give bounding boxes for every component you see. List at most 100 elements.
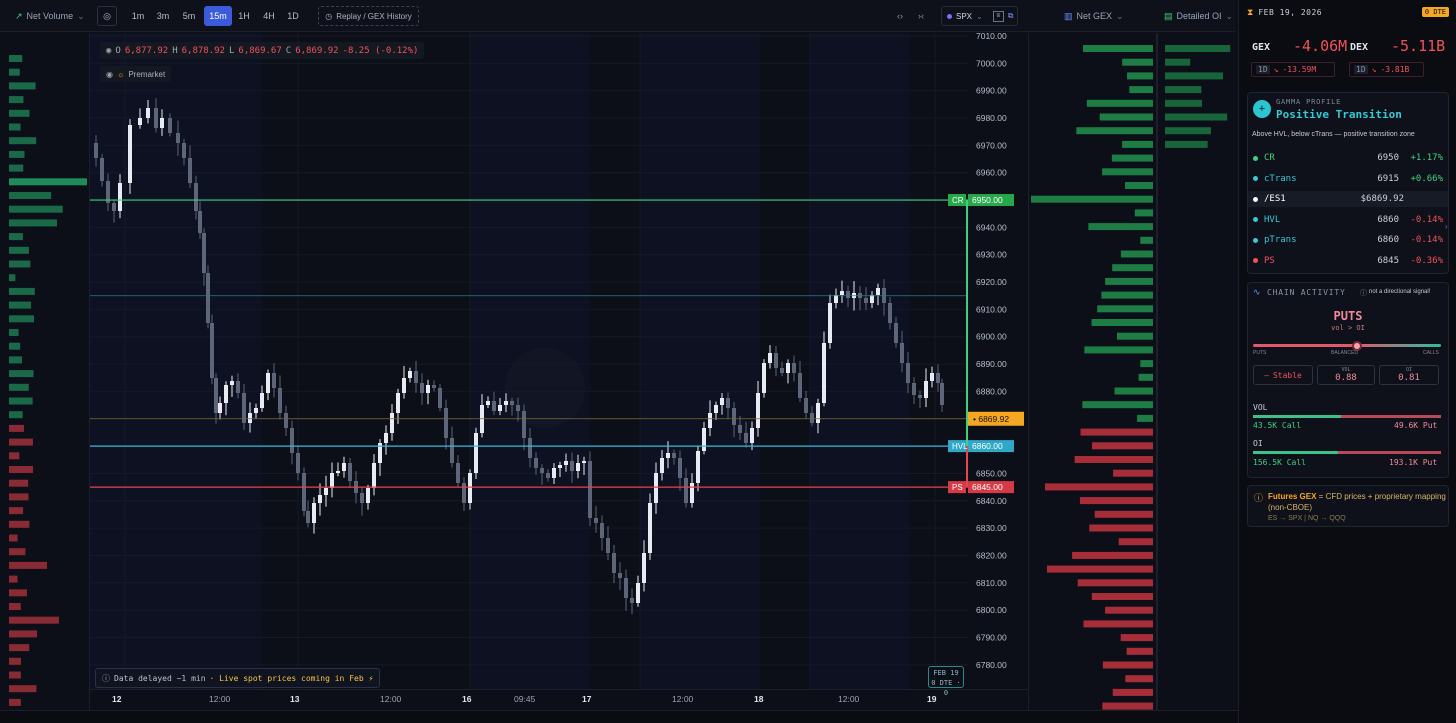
- candle-body: [594, 518, 598, 523]
- level-row-hvl[interactable]: HVL 6860 -0.14%: [1253, 212, 1443, 228]
- price-tick-label: 6850.00: [976, 468, 1007, 478]
- price-tick-label: 6920.00: [976, 277, 1007, 287]
- candle-body: [432, 385, 436, 388]
- level-name: /ES1: [1264, 194, 1286, 204]
- candle-body: [284, 413, 288, 428]
- net-volume-bars: [9, 55, 87, 706]
- stable-chip: — Stable: [1253, 365, 1313, 385]
- candle-body: [912, 383, 916, 395]
- symbol-selector[interactable]: SPX ⌄ ≡ ⧉: [941, 6, 1018, 26]
- timeframe-3m[interactable]: 3m: [156, 11, 170, 21]
- net-volume-bar: [9, 274, 16, 282]
- level-row-es1[interactable]: /ES1 $6869.92: [1248, 191, 1448, 207]
- cr-tag: CR 6950.00: [948, 194, 1014, 207]
- level-row-ctrans[interactable]: cTrans 6915 +0.66%: [1253, 171, 1443, 187]
- candle-body: [612, 553, 616, 573]
- candle-body: [236, 381, 240, 393]
- gex-bar: [1086, 99, 1153, 107]
- level-row-ps[interactable]: PS 6845 -0.36%: [1253, 253, 1443, 269]
- plus-icon: +: [1253, 100, 1271, 118]
- gex-bar-secondary: [1165, 99, 1202, 107]
- net-volume-bar: [9, 150, 25, 158]
- net-volume-bar: [9, 383, 29, 391]
- analytics-panel: ⧗ FEB 19, 2026 0 DTE GEX -4.06M DEX -5.1…: [1238, 0, 1456, 723]
- candle-body: [194, 183, 198, 211]
- oi-split-bar: [1253, 451, 1441, 454]
- gex-dex-summary: GEX -4.06M DEX -5.11B 1D ↘ -13.59M 1D ↘ …: [1247, 28, 1449, 88]
- gex-bar: [1127, 72, 1153, 80]
- net-volume-bar: [9, 561, 47, 569]
- candle-body: [846, 291, 850, 298]
- price-tick-label: 6990.00: [976, 86, 1007, 96]
- cr-tag-label-box: [948, 194, 966, 207]
- net-volume-bar: [9, 315, 35, 323]
- candle-body: [230, 381, 234, 385]
- code-view-button[interactable]: ‹›: [897, 7, 903, 25]
- candle-body: [708, 413, 712, 428]
- candle-body: [558, 465, 562, 468]
- candle-body: [154, 108, 158, 128]
- trend-down-icon: ↘: [1371, 65, 1377, 74]
- net-volume-panel: [0, 33, 90, 710]
- gex-bar: [1105, 606, 1153, 614]
- timeframe-1m[interactable]: 1m: [131, 11, 145, 21]
- collapse-icon: ›‹: [918, 11, 924, 21]
- collapse-button[interactable]: ›‹: [918, 7, 924, 25]
- net-volume-bar: [9, 329, 19, 336]
- sentiment-slider-thumb[interactable]: [1352, 341, 1362, 351]
- level-percent: +0.66%: [1410, 173, 1443, 184]
- level-percent: +1.17%: [1410, 153, 1443, 163]
- dash-icon: —: [1264, 370, 1269, 380]
- candle-body: [636, 583, 640, 603]
- price-tick-label: 6930.00: [976, 250, 1007, 260]
- detailed-oi-selector[interactable]: ▤ Detailed OI ⌄: [1164, 10, 1234, 22]
- time-tick-label: 13: [290, 694, 300, 704]
- net-gex-selector[interactable]: ▥ Net GEX ⌄: [1064, 10, 1124, 22]
- candle-body: [648, 503, 652, 553]
- candle-body: [888, 303, 892, 323]
- timeframe-1h[interactable]: 1H: [238, 11, 250, 21]
- timeframe-4h[interactable]: 4H: [263, 11, 275, 21]
- net-volume-bar: [9, 96, 24, 104]
- net-volume-bar: [9, 534, 18, 542]
- level-row-ptrans[interactable]: pTrans 6860 -0.14%: [1253, 232, 1443, 248]
- eye-icon[interactable]: ◉: [106, 45, 112, 56]
- timeframe-5m[interactable]: 5m: [182, 11, 196, 21]
- candle-body: [498, 405, 502, 411]
- candle-body: [786, 363, 790, 373]
- ps-tag-price-box: [968, 481, 1014, 494]
- compare-icon[interactable]: ≡: [992, 10, 1004, 22]
- session-band: [640, 33, 760, 689]
- gex-bar: [1079, 497, 1153, 505]
- candle-body: [654, 473, 658, 503]
- replay-gex-history-button[interactable]: ◷ Replay / GEX History: [318, 6, 419, 26]
- gex-bar: [1140, 360, 1153, 368]
- candle-body: [426, 385, 430, 393]
- timeframe-15m[interactable]: 15m: [204, 6, 232, 26]
- price-chart[interactable]: 7010.00 7000.00 6990.00 6980.00 6970.00 6960.…: [90, 33, 1028, 689]
- cr-tag-price: 6950.00: [972, 195, 1003, 205]
- net-volume-bar: [9, 123, 21, 131]
- palette-button[interactable]: ◎: [97, 6, 117, 26]
- net-volume-selector[interactable]: ↗ Net Volume ⌄: [15, 10, 85, 22]
- candlestick-chart[interactable]: 7010.00 7000.00 6990.00 6980.00 6970.00 6960.…: [90, 33, 1028, 689]
- price-tick-label: 6890.00: [976, 359, 1007, 369]
- candle-body: [290, 428, 294, 453]
- panel-expand-arrow[interactable]: ›: [1445, 222, 1448, 231]
- copy-icon[interactable]: ⧉: [1007, 11, 1014, 20]
- gex-bar: [1117, 332, 1153, 340]
- candle-body: [486, 401, 490, 405]
- candle-body: [624, 578, 628, 598]
- timeframe-1d[interactable]: 1D: [287, 11, 299, 21]
- candle-body: [182, 143, 186, 158]
- price-tick-label: 6800.00: [976, 605, 1007, 615]
- candle-body: [570, 461, 574, 471]
- level-dot-icon: [1253, 176, 1258, 181]
- candle-body: [936, 373, 940, 383]
- candle-body: [678, 458, 682, 478]
- candle-body: [768, 353, 772, 363]
- candle-body: [94, 143, 98, 158]
- level-row-cr[interactable]: CR 6950 +1.17%: [1253, 150, 1443, 166]
- premarket-toggle[interactable]: ◉ ☼ Premarket: [100, 66, 172, 82]
